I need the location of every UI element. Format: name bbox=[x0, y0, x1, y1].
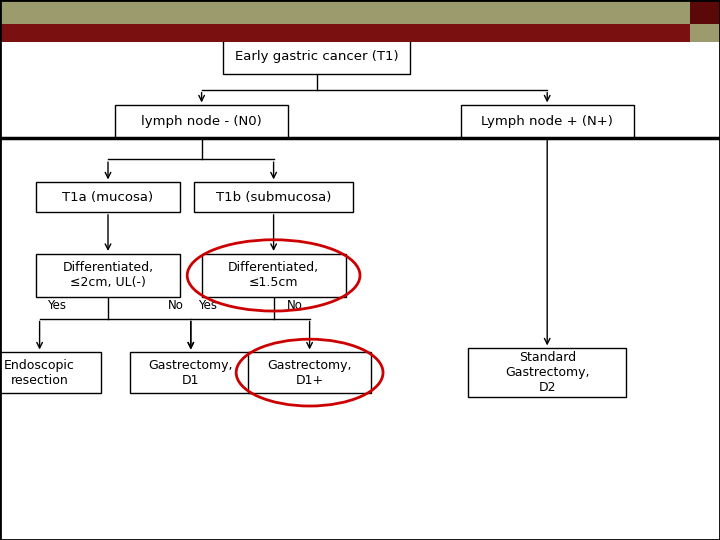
Text: Yes: Yes bbox=[47, 299, 66, 312]
Text: Early gastric cancer (T1): Early gastric cancer (T1) bbox=[235, 50, 399, 63]
FancyBboxPatch shape bbox=[202, 254, 346, 297]
Text: Endoscopic
resection: Endoscopic resection bbox=[4, 359, 75, 387]
Text: T1a (mucosa): T1a (mucosa) bbox=[63, 191, 153, 204]
FancyBboxPatch shape bbox=[468, 348, 626, 397]
Text: lymph node - (N0): lymph node - (N0) bbox=[141, 115, 262, 128]
FancyBboxPatch shape bbox=[36, 254, 180, 297]
Text: Differentiated,
≤1.5cm: Differentiated, ≤1.5cm bbox=[228, 261, 319, 289]
Text: Differentiated,
≤2cm, UL(-): Differentiated, ≤2cm, UL(-) bbox=[63, 261, 153, 289]
Text: Lymph node + (N+): Lymph node + (N+) bbox=[481, 115, 613, 128]
FancyBboxPatch shape bbox=[0, 352, 101, 393]
Text: T1b (submucosa): T1b (submucosa) bbox=[216, 191, 331, 204]
Text: Gastrectomy,
D1+: Gastrectomy, D1+ bbox=[267, 359, 352, 387]
FancyBboxPatch shape bbox=[194, 182, 353, 212]
FancyBboxPatch shape bbox=[461, 105, 634, 138]
Text: No: No bbox=[287, 299, 302, 312]
Text: Standard
Gastrectomy,
D2: Standard Gastrectomy, D2 bbox=[505, 351, 590, 394]
Text: Gastrectomy,
D1: Gastrectomy, D1 bbox=[148, 359, 233, 387]
FancyBboxPatch shape bbox=[130, 352, 252, 393]
Text: No: No bbox=[168, 299, 184, 312]
Text: Yes: Yes bbox=[198, 299, 217, 312]
FancyBboxPatch shape bbox=[223, 39, 410, 74]
FancyBboxPatch shape bbox=[36, 182, 180, 212]
FancyBboxPatch shape bbox=[115, 105, 288, 138]
FancyBboxPatch shape bbox=[248, 352, 371, 393]
